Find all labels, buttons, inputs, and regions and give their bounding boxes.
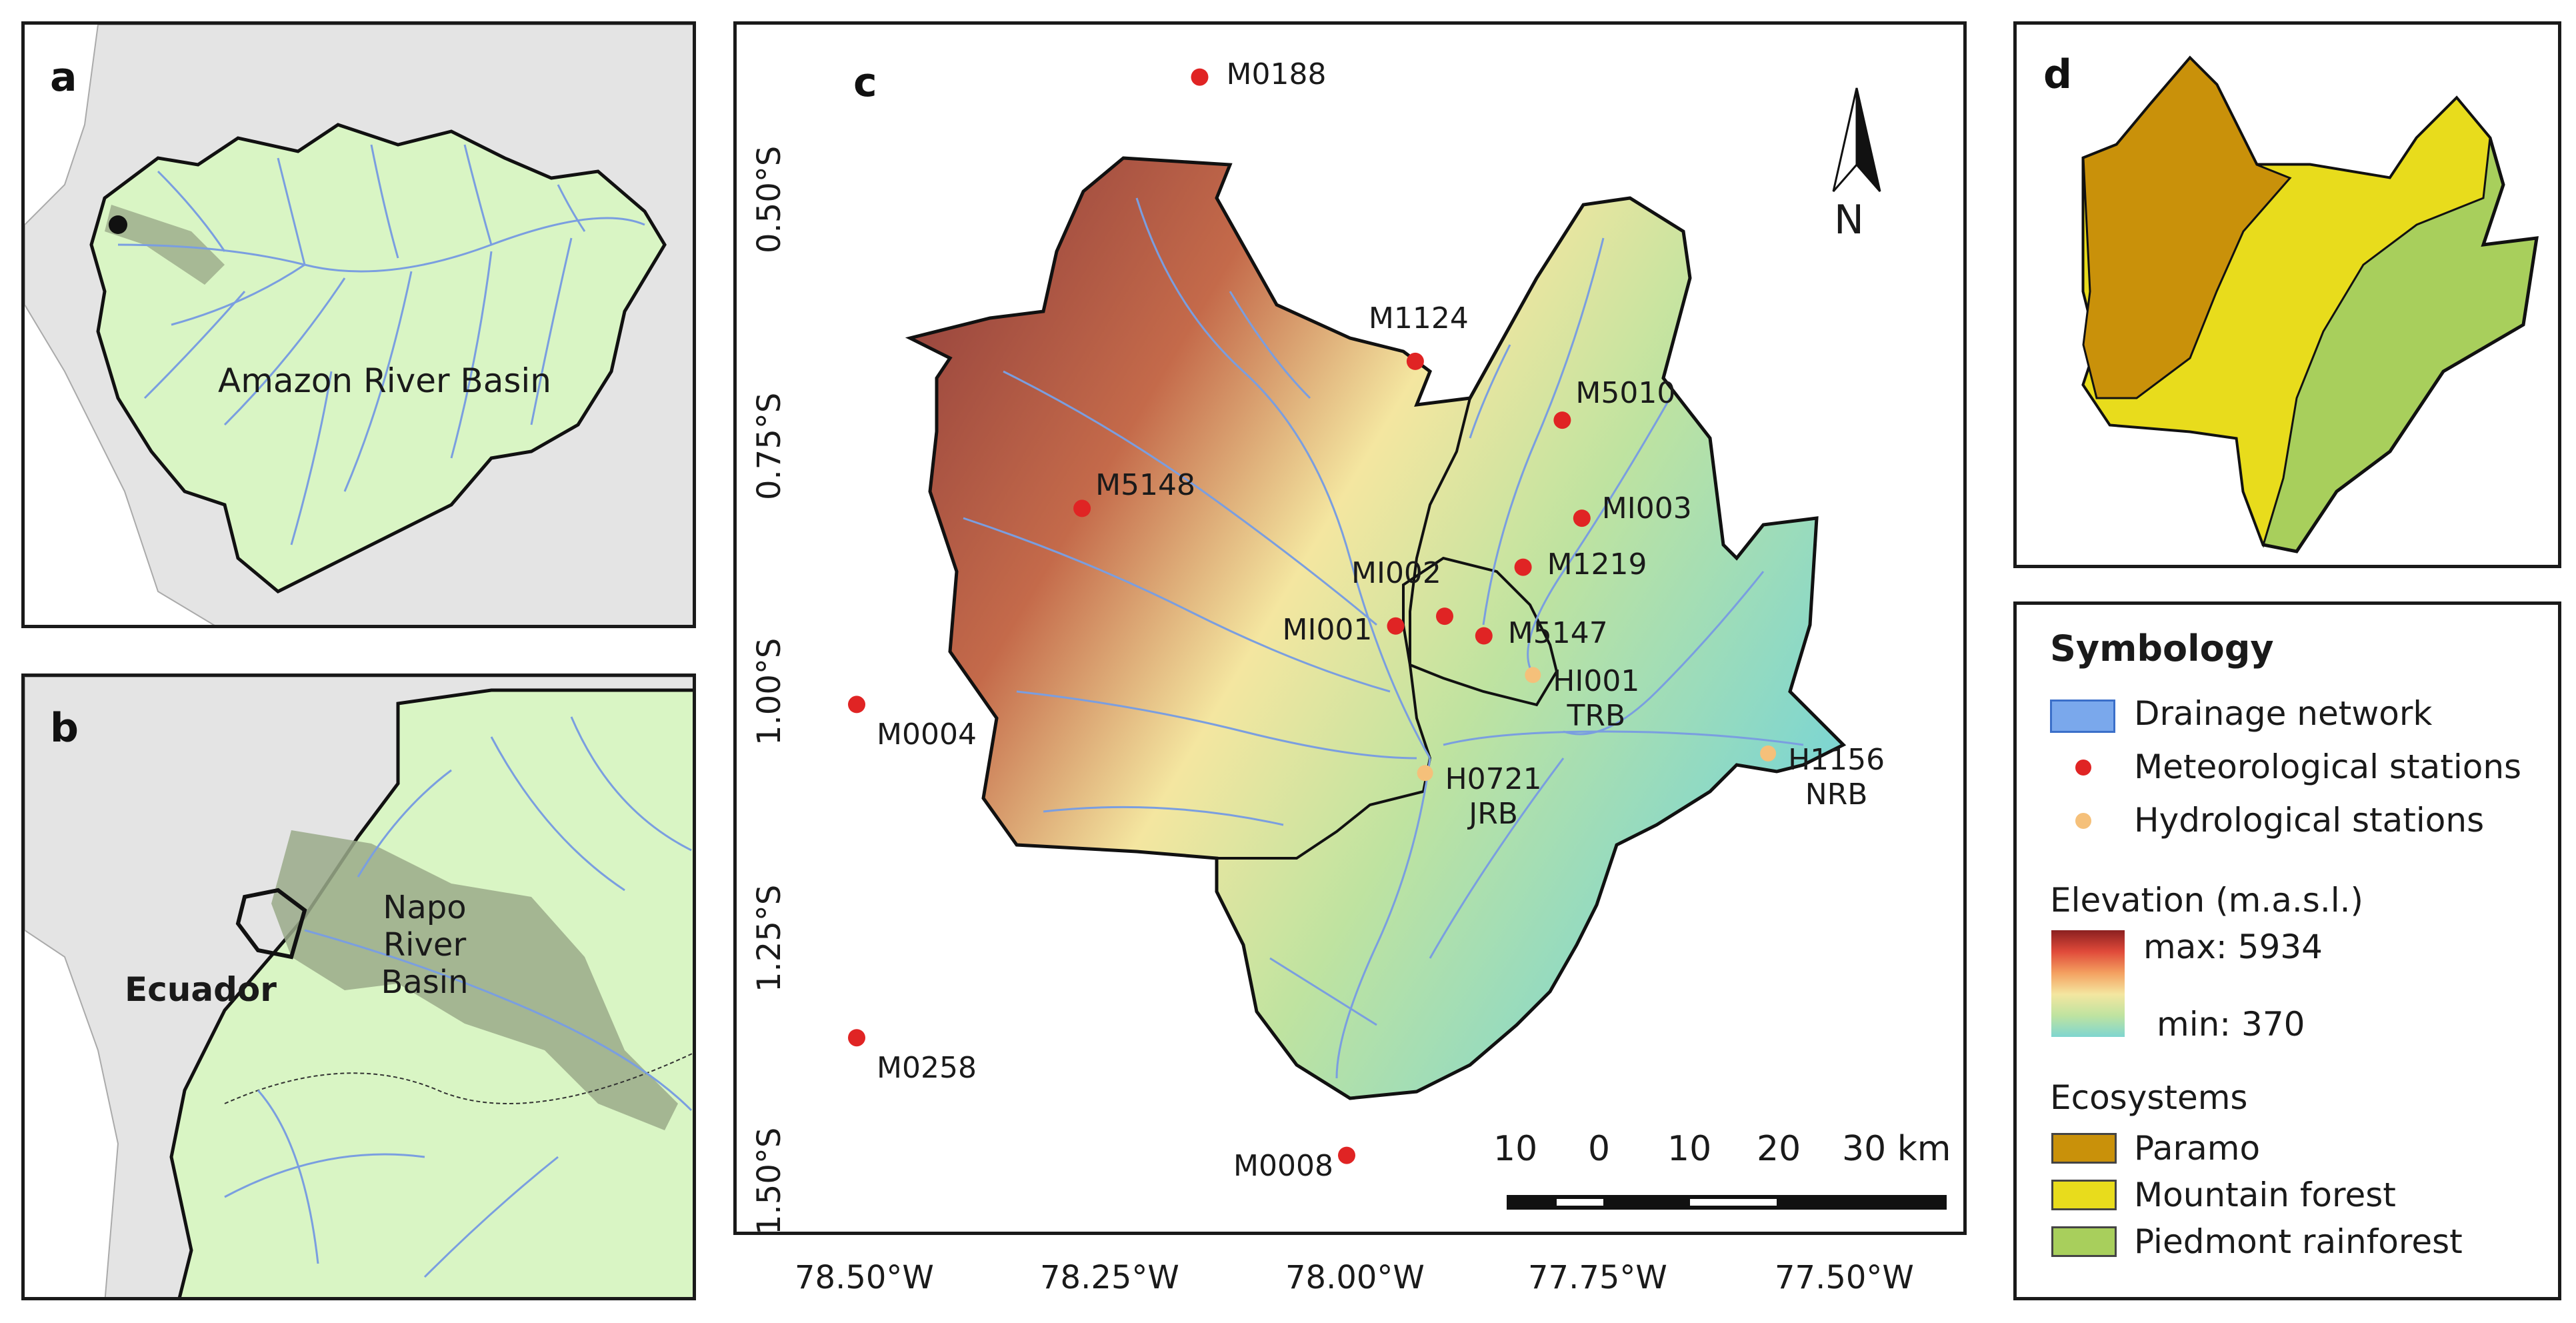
y-tick-2: 1.00°S <box>751 637 788 746</box>
meteo-station-MI002 <box>1436 607 1453 625</box>
meteo-station-M0008 <box>1338 1146 1355 1164</box>
legend-ecosystems-title: Ecosystems <box>2050 1078 2248 1117</box>
y-tick-4: 1.50°S <box>751 1127 788 1235</box>
napo-rivers <box>224 716 693 1278</box>
station-label-M0258: M0258 <box>877 1051 977 1086</box>
scale-label-1: 0 <box>1588 1129 1611 1169</box>
hydro-station-H1156 <box>1760 745 1777 762</box>
panel-c-study-area: c N M0188 M1124 M5010 M5148 MI003 M1219 MI002 M… <box>733 21 1967 1235</box>
country-border <box>224 1052 693 1104</box>
mountain-swatch <box>2051 1180 2117 1210</box>
x-tick-2: 78.00°W <box>1285 1259 1425 1296</box>
station-label-MI002: MI002 <box>1351 556 1441 591</box>
legend-mountain: Mountain forest <box>2134 1176 2396 1214</box>
scale-bar <box>1507 1195 1947 1210</box>
trb-subbasin-boundary <box>1402 556 1559 707</box>
x-tick-0: 78.50°W <box>795 1259 934 1296</box>
hydro-station-H0721 <box>1417 765 1433 782</box>
legend-elevation-max: max: 5934 <box>2143 928 2323 966</box>
x-tick-3: 77.75°W <box>1528 1259 1667 1296</box>
panel-a-label: a <box>50 54 77 101</box>
station-label-M0008: M0008 <box>1233 1148 1333 1183</box>
ecuador-label: Ecuador <box>125 970 277 1009</box>
station-label-M5147: M5147 <box>1507 615 1608 650</box>
panel-b-label: b <box>50 705 79 752</box>
legend-hydro: Hydrological stations <box>2134 801 2485 840</box>
panel-d-ecosystems: d <box>2013 21 2561 568</box>
station-label-H0721: H0721 JRB <box>1445 762 1542 832</box>
napo-basin-shade <box>105 205 225 285</box>
paramo-area <box>2082 56 2292 399</box>
meteo-station-M5148 <box>1073 499 1091 517</box>
station-label-MI001: MI001 <box>1282 612 1373 647</box>
legend-elevation-min: min: 370 <box>2157 1005 2305 1044</box>
station-label-M0188: M0188 <box>1226 57 1327 91</box>
meteo-station-M0004 <box>848 696 865 714</box>
amazon-basin-label: Amazon River Basin <box>218 361 551 400</box>
station-label-M0004: M0004 <box>877 718 977 752</box>
hydro-station-HI001 <box>1525 667 1541 684</box>
scale-label-2: 10 <box>1667 1129 1712 1169</box>
station-label-M5148: M5148 <box>1095 468 1196 503</box>
legend-elevation-title: Elevation (m.a.s.l.) <box>2050 881 2364 920</box>
y-tick-3: 1.25°S <box>751 884 788 992</box>
meteo-dot-icon <box>2075 760 2091 776</box>
amazon-basin-shape <box>89 123 667 593</box>
panel-b-napo-map: b Napo River Basin Ecuador <box>21 674 696 1300</box>
station-label-M1219: M1219 <box>1547 547 1647 581</box>
y-tick-0: 0.50°S <box>751 145 788 253</box>
station-label-HI001: HI001 TRB <box>1553 664 1640 734</box>
amazon-map-svg <box>25 25 693 625</box>
meteo-station-M1124 <box>1406 352 1424 370</box>
elevation-ramp <box>2051 930 2125 1037</box>
station-label-H1156: H1156 NRB <box>1788 742 1885 812</box>
hydro-dot-icon <box>2075 813 2091 829</box>
legend-paramo: Paramo <box>2134 1129 2261 1168</box>
station-label-M1124: M1124 <box>1368 301 1469 335</box>
scale-label-3: 20 <box>1757 1129 1801 1169</box>
meteo-station-M0188 <box>1191 68 1209 86</box>
subbasin-boundary <box>1217 397 1471 860</box>
study-area-marker <box>109 215 127 234</box>
scale-label-0: 10 <box>1493 1129 1538 1169</box>
amazon-rivers <box>117 144 645 545</box>
meteo-station-M0258 <box>848 1029 865 1047</box>
study-area-outline <box>235 888 307 960</box>
x-tick-1: 78.25°W <box>1040 1259 1179 1296</box>
station-layer <box>848 68 1777 1164</box>
station-label-M5010: M5010 <box>1575 376 1676 411</box>
legend-panel: Symbology Drainage network Meteorologica… <box>2013 601 2561 1300</box>
ecosystem-map-svg <box>2081 55 2539 553</box>
napo-basin-label: Napo River Basin <box>381 889 469 1001</box>
legend-piedmont: Piedmont rainforest <box>2134 1222 2463 1261</box>
drainage-swatch <box>2050 700 2115 733</box>
drainage-network <box>963 197 1804 1079</box>
napo-map-svg <box>25 677 693 1297</box>
panel-a-amazon-map: a Amazon River Basin <box>21 21 696 628</box>
panel-c-label: c <box>853 59 877 106</box>
legend-meteo: Meteorological stations <box>2134 748 2522 786</box>
legend-title: Symbology <box>2050 627 2274 670</box>
meteo-station-M5010 <box>1553 411 1571 429</box>
north-label: N <box>1834 197 1864 243</box>
legend-drainage: Drainage network <box>2134 694 2433 733</box>
napo-upper-basin-dem <box>905 156 1847 1100</box>
station-label-MI003: MI003 <box>1601 491 1692 526</box>
x-tick-4: 77.50°W <box>1775 1259 1914 1296</box>
meteo-station-M1219 <box>1514 558 1532 576</box>
meteo-station-M5147 <box>1475 627 1493 645</box>
meteo-station-MI003 <box>1573 509 1591 527</box>
meteo-station-MI001 <box>1387 617 1405 635</box>
scale-label-4: 30 km <box>1842 1129 1951 1169</box>
north-arrow <box>1832 87 1881 192</box>
study-area-svg <box>848 68 1947 1210</box>
piedmont-swatch <box>2051 1226 2117 1257</box>
panel-d-label: d <box>2043 51 2072 98</box>
napo-basin-shade <box>271 830 678 1130</box>
paramo-swatch <box>2051 1133 2117 1164</box>
y-tick-1: 0.75°S <box>751 392 788 500</box>
